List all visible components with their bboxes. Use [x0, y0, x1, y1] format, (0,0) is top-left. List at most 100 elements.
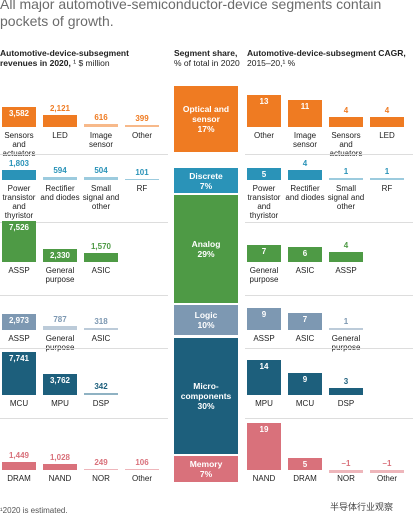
category-label: LED	[379, 131, 395, 140]
bar	[84, 468, 118, 470]
bar	[329, 327, 363, 330]
segment-share: 10%	[197, 320, 215, 330]
value-label: 342	[94, 382, 108, 392]
category-label: ASIC	[91, 334, 111, 343]
bar	[247, 307, 281, 330]
value-label: 7,526	[8, 222, 30, 232]
segment-name: Analog	[191, 239, 221, 249]
value-label: 14	[259, 362, 269, 371]
header-bold: Automotive-device-subsegment CAGR,	[247, 48, 406, 58]
footnote: ¹2020 is estimated.	[0, 506, 68, 515]
value-label: 504	[94, 166, 108, 176]
bar	[84, 253, 118, 262]
bar	[2, 170, 36, 180]
separator	[245, 222, 413, 223]
category-label: ASSP	[8, 266, 30, 275]
separator	[0, 295, 168, 296]
bar	[247, 422, 281, 470]
bar	[247, 167, 281, 180]
value-label: 594	[53, 165, 67, 175]
value-label: 2,330	[49, 251, 71, 261]
category-label: Power transistor and thyristor	[247, 184, 281, 220]
separator	[0, 222, 168, 223]
category-label: LED	[52, 131, 68, 140]
value-label: 1,570	[90, 242, 112, 252]
header-rest: ¹ $ million	[73, 58, 110, 68]
bar	[288, 457, 322, 470]
value-label: 1	[384, 166, 390, 176]
category-label: Image sensor	[88, 131, 113, 149]
category-label: ASIC	[91, 266, 111, 275]
segment-share: 29%	[197, 249, 215, 259]
value-label: 3,582	[8, 109, 30, 119]
category-label: NOR	[92, 474, 110, 483]
bar	[84, 123, 118, 127]
category-label: MCU	[295, 399, 315, 408]
cagr-header: Automotive-device-subsegment CAGR, 2015–…	[247, 48, 413, 68]
category-label: DRAM	[7, 474, 31, 483]
value-label: 399	[135, 113, 149, 123]
value-label: 1	[343, 316, 349, 326]
segment-block: Analog 29%	[174, 195, 238, 303]
bar	[288, 99, 322, 127]
separator	[245, 295, 413, 296]
bar	[43, 464, 77, 470]
category-label: General purpose	[45, 334, 75, 352]
category-label: ASSP	[335, 266, 357, 275]
bar	[329, 470, 363, 473]
value-label: 1,028	[49, 453, 71, 463]
category-label: NAND	[48, 474, 72, 483]
bar	[2, 462, 36, 470]
category-label: Other	[131, 131, 152, 140]
category-label: NOR	[337, 474, 355, 483]
category-label: MPU	[51, 399, 69, 408]
bar	[329, 387, 363, 395]
bar	[43, 249, 77, 262]
bar	[2, 313, 36, 330]
segment-name: Optical and sensor	[182, 104, 230, 124]
value-label: 249	[94, 457, 108, 467]
value-label: 616	[94, 112, 108, 122]
separator	[245, 348, 413, 349]
bar	[84, 393, 118, 395]
value-label: 4	[343, 106, 349, 115]
value-label: 787	[53, 314, 67, 324]
bar	[329, 117, 363, 127]
segment-block: Optical and sensor 17%	[174, 86, 238, 152]
value-label: 2,973	[8, 315, 30, 325]
bar	[43, 325, 77, 330]
segment-block: Memory 7%	[174, 456, 238, 482]
bar	[288, 312, 322, 330]
value-label: 5	[261, 169, 267, 179]
bar	[84, 177, 118, 180]
category-label: ASSP	[8, 334, 30, 343]
header-rest: % of total in 2020	[174, 58, 240, 68]
bar	[370, 117, 404, 127]
segment-name: Discrete	[189, 170, 223, 181]
value-label: 4	[302, 159, 308, 168]
category-label: General purpose	[249, 266, 279, 284]
separator	[245, 154, 413, 155]
segment-name: Memory	[189, 459, 223, 469]
segment-name: Logic	[194, 310, 218, 320]
category-label: RF	[136, 184, 148, 193]
separator	[245, 418, 413, 419]
bar	[43, 374, 77, 395]
value-label: 11	[300, 101, 310, 111]
category-label: RF	[381, 184, 393, 193]
category-label: Other	[131, 474, 152, 483]
category-label: MCU	[9, 399, 29, 408]
bar	[288, 247, 322, 262]
category-label: Power transistor and thyristor	[2, 184, 36, 220]
segment-block: Micro-components 30%	[174, 338, 238, 454]
header-bold: Automotive-device-subsegment revenues in…	[0, 48, 129, 68]
category-label: ASIC	[295, 334, 315, 343]
bar	[288, 170, 322, 180]
segment-block: Discrete 7%	[174, 168, 238, 193]
category-label: Image sensor	[292, 131, 317, 149]
bar	[125, 178, 159, 180]
segment-share: 7%	[199, 469, 213, 479]
bar	[2, 220, 36, 262]
segment-share: 7%	[199, 180, 213, 191]
value-label: 6	[302, 249, 308, 258]
